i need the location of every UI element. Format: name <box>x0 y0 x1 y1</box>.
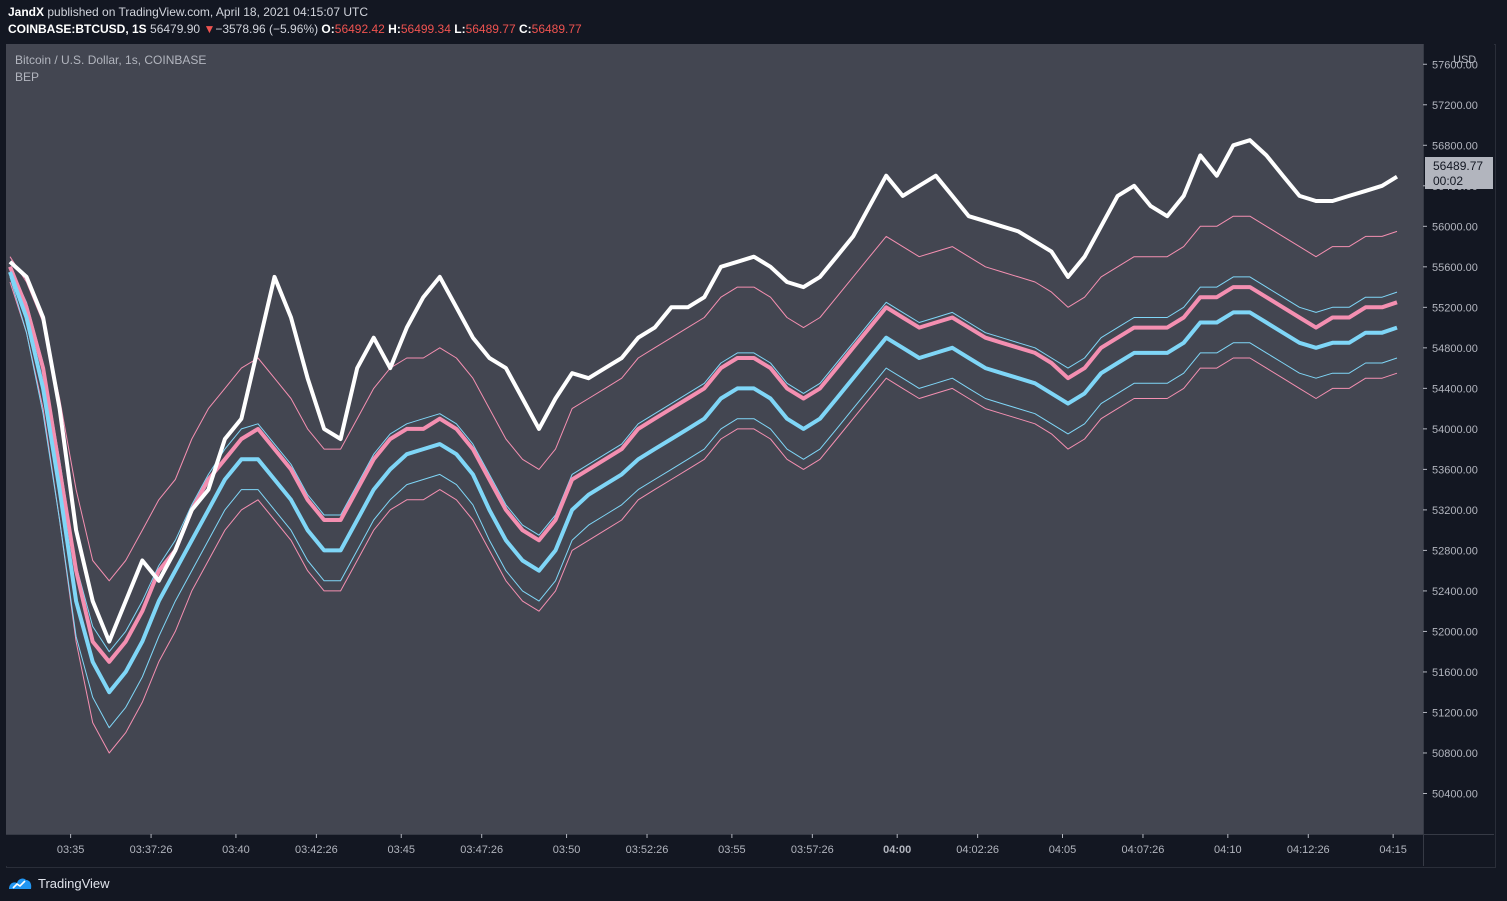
legend-title: Bitcoin / U.S. Dollar, 1s, COINBASE <box>15 53 206 67</box>
series-line-3 <box>9 215 1398 582</box>
x-tick-label: 03:52:26 <box>626 844 669 856</box>
publish-info: JandX published on TradingView.com, Apri… <box>8 5 368 19</box>
time-axis-area[interactable] <box>6 835 1423 866</box>
price-axis-unit: USD <box>1453 54 1476 66</box>
low-label: L: <box>454 22 466 36</box>
x-tick-label: 04:10 <box>1214 844 1242 856</box>
last-price: 56479.90 <box>150 22 201 36</box>
down-arrow-icon: ▼ <box>203 22 216 36</box>
legend-indicator: BEP <box>15 70 39 84</box>
x-tick-label: 03:45 <box>387 844 415 856</box>
y-tick-label: 50800.00 <box>1432 748 1478 760</box>
x-tick-label: 04:07:26 <box>1122 844 1165 856</box>
footer: TradingView <box>8 872 110 894</box>
last-price-tag-value: 56489.77 <box>1433 159 1483 173</box>
y-tick-label: 51200.00 <box>1432 707 1478 719</box>
y-tick-label: 51600.00 <box>1432 667 1478 679</box>
time-axis: 03:35 03:37:26 03:40 03:42:26 03:45 03:47:26 0… <box>57 834 1407 856</box>
symbol-label: COINBASE:BTCUSD, 1S <box>8 22 147 36</box>
open-label: O: <box>321 22 335 36</box>
y-tick-label: 50400.00 <box>1432 788 1478 800</box>
x-tick-label: 04:12:26 <box>1287 844 1330 856</box>
x-tick-label: 03:42:26 <box>295 844 338 856</box>
y-tick-label: 56000.00 <box>1432 221 1478 233</box>
open-value: 56492.42 <box>334 22 385 36</box>
close-value: 56489.77 <box>531 22 582 36</box>
series-line-4 <box>9 281 1398 754</box>
x-tick-label: 03:40 <box>222 844 250 856</box>
x-tick-label: 03:55 <box>718 844 746 856</box>
publish-header: JandX published on TradingView.com, Apri… <box>0 0 1507 44</box>
x-tick-label: 04:02:26 <box>956 844 999 856</box>
low-value: 56489.77 <box>465 22 516 36</box>
x-tick-label: 03:37:26 <box>130 844 173 856</box>
y-tick-label: 57600.00 <box>1432 59 1478 71</box>
y-tick-label: 54000.00 <box>1432 424 1478 436</box>
published-text: published on TradingView.com, April 18, … <box>44 5 368 19</box>
price-change: −3578.96 (−5.96%) <box>215 22 319 36</box>
x-tick-label: 04:05 <box>1049 844 1077 856</box>
high-value: 56499.34 <box>400 22 451 36</box>
price-axis: 50400.00 50800.00 51200.00 51600.00 52000.00… <box>1423 59 1478 800</box>
y-tick-label: 54800.00 <box>1432 343 1478 355</box>
y-tick-label: 52000.00 <box>1432 626 1478 638</box>
high-label: H: <box>388 22 401 36</box>
x-tick-label: 03:50 <box>553 844 581 856</box>
series-line-5 <box>9 266 1398 653</box>
y-tick-label: 53600.00 <box>1432 464 1478 476</box>
last-price-tag-countdown: 00:02 <box>1433 174 1463 188</box>
y-tick-label: 54400.00 <box>1432 383 1478 395</box>
x-tick-label: 04:15 <box>1379 844 1407 856</box>
ohlc-row: COINBASE:BTCUSD, 1S 56479.90 ▼−3578.96 (… <box>8 22 582 36</box>
tradingview-brand[interactable]: TradingView <box>38 875 110 891</box>
x-tick-label: 04:00 <box>883 844 911 856</box>
price-chart[interactable]: 50400.00 50800.00 51200.00 51600.00 52000.00… <box>6 44 1494 866</box>
y-tick-label: 53200.00 <box>1432 505 1478 517</box>
tradingview-logo-icon[interactable] <box>8 876 32 890</box>
x-tick-label: 03:57:26 <box>791 844 834 856</box>
y-tick-label: 55200.00 <box>1432 302 1478 314</box>
series-line-2 <box>8 271 1398 695</box>
close-label: C: <box>518 22 532 36</box>
author-name[interactable]: JandX <box>8 5 45 19</box>
series-layer <box>8 138 1399 754</box>
y-tick-label: 52400.00 <box>1432 586 1478 598</box>
last-price-tag-bg <box>1425 157 1493 189</box>
last-price-tag: 56489.77 00:02 <box>1425 157 1493 189</box>
plot-area[interactable] <box>6 44 1423 834</box>
y-tick-label: 52800.00 <box>1432 545 1478 557</box>
x-tick-label: 03:35 <box>57 844 85 856</box>
y-tick-label: 55600.00 <box>1432 262 1478 274</box>
series-line-6 <box>9 276 1398 729</box>
series-line-0 <box>8 138 1399 644</box>
y-tick-label: 57200.00 <box>1432 100 1478 112</box>
y-tick-label: 56800.00 <box>1432 140 1478 152</box>
series-line-1 <box>8 266 1398 664</box>
x-tick-label: 03:47:26 <box>460 844 503 856</box>
